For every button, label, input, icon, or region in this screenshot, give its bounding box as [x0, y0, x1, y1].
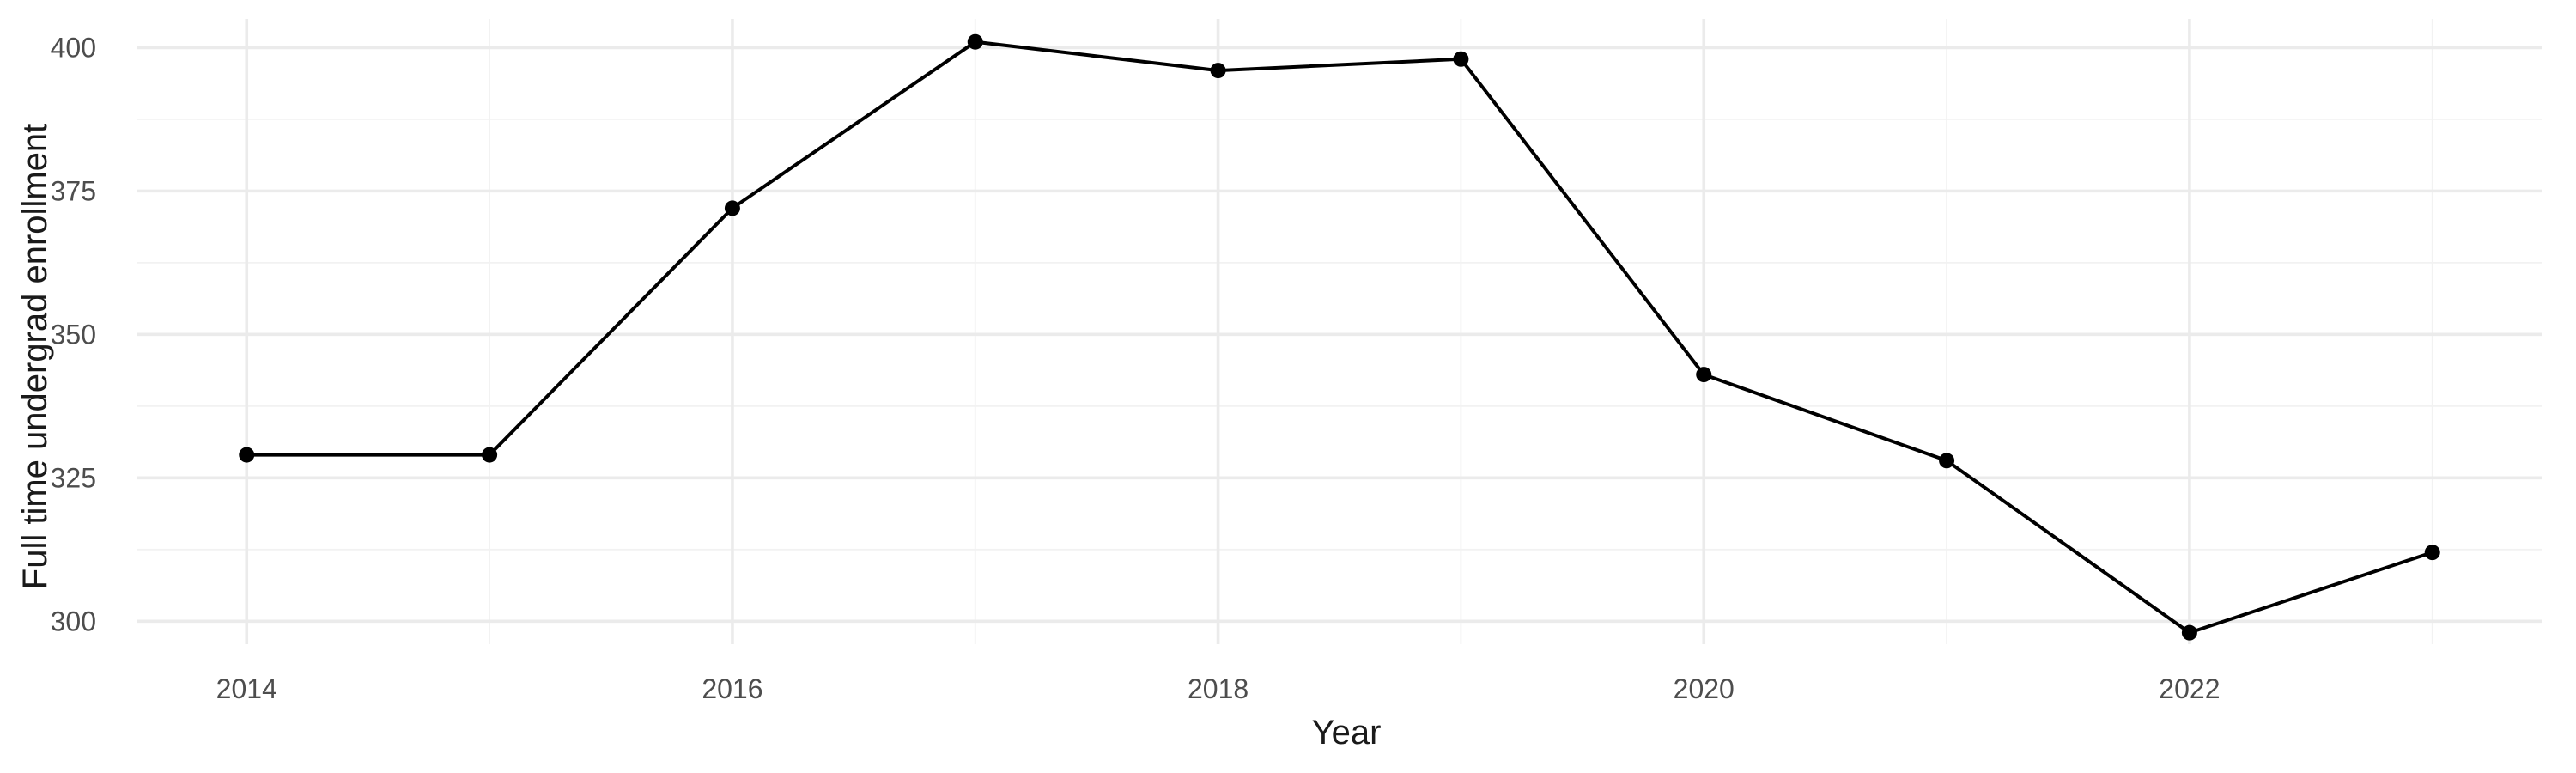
- data-point: [724, 200, 740, 216]
- series-line: [246, 40, 2433, 635]
- data-point: [239, 447, 255, 463]
- data-point: [2181, 624, 2197, 641]
- y-tick-label: 300: [51, 606, 96, 636]
- y-axis-title: Full time undergrad enrollment: [16, 124, 54, 589]
- x-tick-label: 2020: [1674, 673, 1735, 704]
- major-gridlines: [137, 19, 2542, 644]
- data-point: [1210, 63, 1226, 79]
- data-point: [1696, 367, 1712, 383]
- data-point: [1453, 51, 1469, 67]
- x-axis-title: Year: [1312, 714, 1382, 752]
- data-point: [1939, 453, 1955, 469]
- x-tick-label: 2014: [216, 673, 277, 704]
- minor-gridlines: [137, 19, 2542, 644]
- x-tick-label: 2016: [702, 673, 762, 704]
- x-tick-label: 2018: [1188, 673, 1249, 704]
- y-tick-label: 350: [51, 319, 96, 350]
- y-tick-label: 375: [51, 175, 96, 206]
- x-tick-label: 2022: [2159, 673, 2220, 704]
- data-point: [967, 33, 983, 50]
- series-layer: [239, 33, 2440, 641]
- x-axis-tick-labels: 2014 2016 2018 2020 2022: [216, 673, 2221, 704]
- data-point: [2424, 545, 2440, 561]
- y-tick-label: 325: [51, 462, 96, 493]
- y-axis-tick-labels: 300 325 350 375 400: [51, 32, 96, 636]
- data-point: [482, 447, 498, 463]
- y-tick-label: 400: [51, 32, 96, 63]
